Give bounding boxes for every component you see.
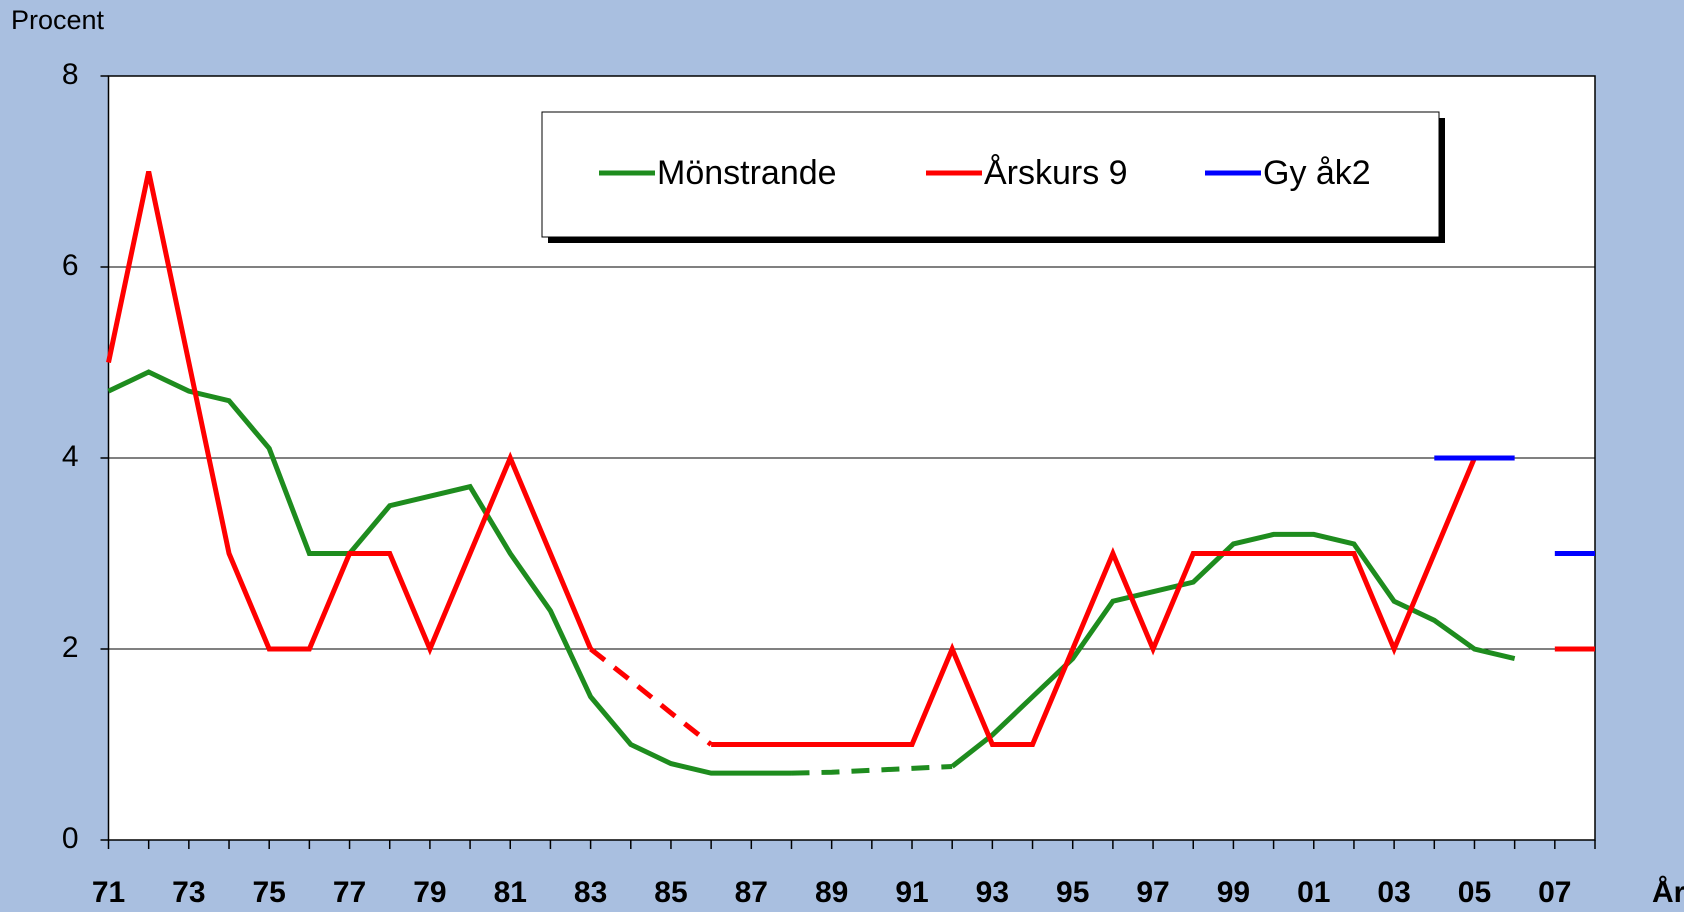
series-line: [589, 647, 713, 747]
x-tick-label: 81: [494, 876, 527, 909]
x-tick-label: 83: [574, 876, 607, 909]
series-line: [106, 170, 593, 656]
x-tick-label: 89: [815, 876, 848, 909]
series-line: [711, 457, 1477, 747]
y-tick-label: 8: [62, 58, 79, 91]
x-tick-label: 03: [1377, 876, 1410, 909]
legend-label: Gy åk2: [1263, 154, 1371, 192]
legend: [541, 111, 1440, 238]
series-line: [950, 531, 1516, 769]
x-tick-label: 99: [1217, 876, 1250, 909]
x-tick-label: 97: [1136, 876, 1169, 909]
plot-border: [107, 75, 1596, 841]
x-tick-label: 87: [735, 876, 768, 909]
x-tick-label: 05: [1458, 876, 1491, 909]
x-tick-label: 77: [333, 876, 366, 909]
x-tick-label: 85: [654, 876, 687, 909]
x-tick-label: 01: [1297, 876, 1330, 909]
y-axis-label: Procent: [11, 5, 105, 35]
x-tick-label: 91: [895, 876, 928, 909]
x-tick-label: 71: [92, 876, 125, 909]
x-tick-label: 07: [1538, 876, 1571, 909]
series-line: [107, 369, 792, 776]
x-tick-label: 75: [253, 876, 286, 909]
y-tick-label: 0: [62, 822, 79, 855]
x-tick-label: 79: [413, 876, 446, 909]
legend-label: Mönstrande: [657, 154, 837, 192]
x-axis-label: År: [1652, 876, 1684, 909]
x-tick-label: 93: [976, 876, 1009, 909]
series-line: [791, 763, 953, 776]
legend-label: Årskurs 9: [984, 154, 1128, 192]
y-tick-label: 6: [62, 249, 79, 282]
y-tick-label: 4: [62, 440, 79, 473]
x-tick-label: 95: [1056, 876, 1089, 909]
x-tick-label: 73: [172, 876, 205, 909]
y-tick-label: 2: [62, 631, 79, 664]
